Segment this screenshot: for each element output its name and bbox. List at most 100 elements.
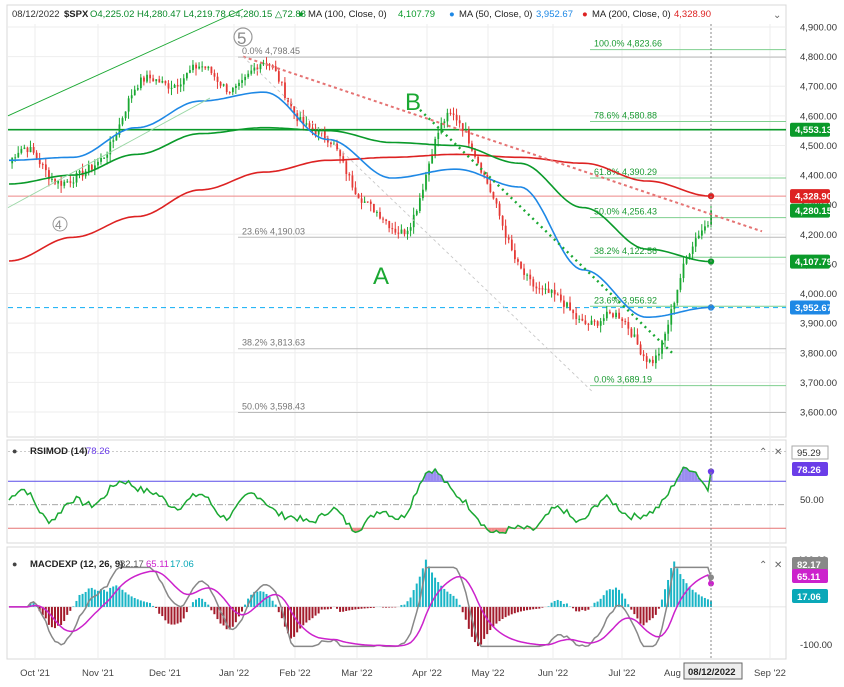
candle-body (394, 228, 397, 233)
candle-body (486, 174, 489, 184)
candle-body (136, 88, 139, 90)
current-date-badge (683, 662, 743, 680)
candle-body (78, 170, 81, 173)
candle-body (155, 79, 158, 82)
fib-level-label: 78.6% 4,580.88 (594, 111, 657, 121)
candle-body (639, 344, 642, 355)
candle-body (688, 253, 691, 258)
candle-body (563, 300, 565, 307)
chevron-down-icon[interactable]: ⌄ (773, 10, 781, 21)
candle-body (253, 67, 256, 71)
candle-body (216, 76, 219, 82)
rsi-dot: ● (12, 446, 17, 456)
wave-5-label: 5 (237, 29, 246, 48)
candle-body (115, 135, 118, 141)
candle-body (471, 143, 473, 151)
rsi-value: 78.26 (86, 446, 110, 457)
candle-body (510, 239, 513, 251)
candle-body (642, 354, 645, 357)
candle-body (277, 71, 280, 82)
rsi-close-icon[interactable]: ✕ (774, 447, 782, 458)
candle-body (14, 157, 17, 159)
ma200-label: MA (200, Close, 0) (592, 9, 671, 20)
candle-body (323, 130, 326, 139)
candle-body (676, 289, 679, 303)
candle-body (133, 89, 136, 96)
candle-body (23, 147, 26, 149)
candle-body (192, 64, 194, 71)
ma200-dot: ● (582, 9, 588, 20)
candle-body (284, 82, 286, 99)
candle-body (694, 238, 697, 247)
macd-badge-3-value: 17.06 (797, 592, 821, 603)
ma50-line (9, 91, 711, 318)
price-tick-label: 3,800.00 (800, 348, 837, 359)
candle-body (415, 210, 418, 215)
fibonacci-levels: 100.0% 4,823.66 78.6% 4,580.88 61.8% 4,390… (8, 39, 786, 413)
candle-body (366, 201, 369, 203)
price-tick-label: 4,500.00 (800, 141, 837, 152)
fib-level-label: 61.8% 4,390.29 (594, 167, 657, 177)
candle-body (32, 146, 35, 153)
wave-4-label: 4 (55, 218, 62, 232)
candle-body (143, 77, 145, 82)
candle-body (670, 309, 673, 325)
price-tick-label: 4,600.00 (800, 111, 837, 122)
candle-body (238, 82, 240, 87)
wave-B-label: B (405, 89, 421, 116)
candle-body (182, 78, 185, 85)
candle-body (679, 278, 682, 290)
candle-body (455, 114, 458, 121)
macd-dot: ● (12, 559, 17, 569)
candle-body (685, 257, 688, 264)
candle-body (225, 84, 228, 93)
rsi-current-badge (792, 462, 828, 476)
price-badge (790, 189, 830, 204)
candle-body (87, 164, 90, 172)
price-tick-label: 4,200.00 (800, 230, 837, 241)
candle-body (268, 64, 271, 66)
candle-body (440, 123, 443, 133)
candle-body (547, 288, 550, 293)
candle-body (553, 289, 556, 295)
candle-body (72, 182, 75, 184)
downtrend-resistance-line (242, 55, 763, 233)
candle-body (655, 355, 657, 364)
time-tick-label: Sep '22 (754, 668, 786, 679)
time-axis: Oct '21 Nov '21 Dec '21 Jan '22 Feb '22 Mar '… (20, 668, 786, 679)
candle-body (179, 84, 182, 87)
candle-body (293, 106, 296, 114)
candle-body (523, 268, 526, 275)
candle-body (250, 70, 253, 74)
candle-body (189, 70, 191, 73)
candle-body (633, 334, 636, 337)
ma200-value: 4,328.90 (674, 9, 711, 20)
macd-v1: 82.17 (120, 559, 144, 570)
fib-retrace-label: 50.0% 3,598.43 (242, 401, 305, 411)
candle-body (281, 81, 283, 83)
fib-retrace-label: 0.0% 4,798.45 (242, 46, 300, 56)
macd-line (9, 566, 712, 648)
price-badges: 4,553.13 4,328.90 4,280.15 4,107.79 3,952.67 (790, 122, 833, 315)
header-symbol: $SPX (64, 9, 89, 20)
macd-collapse-icon[interactable]: ⌃ (759, 560, 767, 571)
candle-body (244, 76, 247, 81)
macd-signal-line (9, 570, 712, 647)
candle-body (29, 146, 32, 153)
candle-body (100, 157, 102, 162)
price-tick-label: 3,900.00 (800, 319, 837, 330)
candle-body (501, 215, 504, 226)
rsi-collapse-icon[interactable]: ⌃ (759, 447, 767, 458)
candle-body (612, 313, 614, 318)
candle-body (636, 334, 639, 345)
candle-body (48, 170, 50, 180)
candle-body (167, 83, 170, 89)
candle-body (461, 123, 464, 131)
ma100-dot: ● (298, 9, 304, 20)
wave-A-label: A (373, 263, 389, 290)
candle-body (41, 164, 44, 166)
price-badge (790, 300, 830, 315)
candle-body (20, 148, 23, 153)
macd-close-icon[interactable]: ✕ (774, 560, 782, 571)
candle-body (397, 232, 400, 234)
